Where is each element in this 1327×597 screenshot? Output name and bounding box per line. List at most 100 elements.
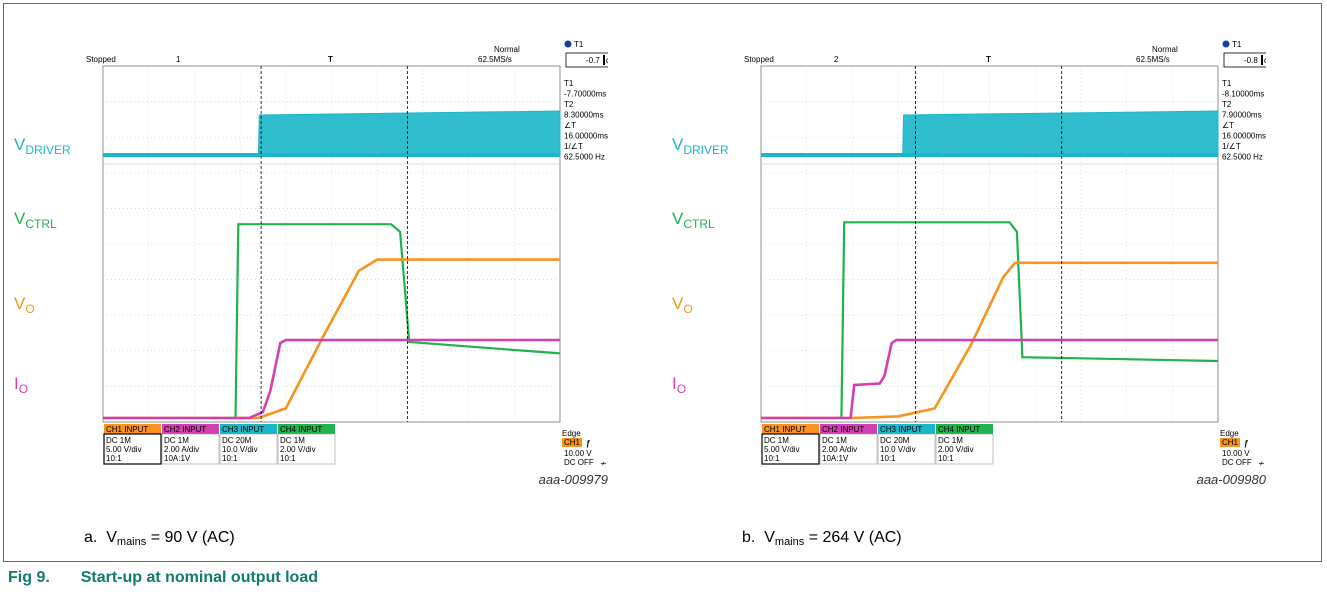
cursor-readout: T2 xyxy=(1222,100,1232,109)
trigger-marker: T xyxy=(328,55,333,64)
cursor-box xyxy=(565,52,608,68)
channel-header-bg xyxy=(878,424,935,434)
caption-a-var: V xyxy=(106,529,117,546)
trigger-source: CH1 xyxy=(564,438,581,447)
channel-line: DC 1M xyxy=(280,436,305,445)
channel-name: CH3 INPUT xyxy=(880,425,922,434)
channel-line: 10:1 xyxy=(280,454,296,463)
status-text: Stopped xyxy=(86,55,116,64)
cursor-readout: T2 xyxy=(564,100,574,109)
cursor-box xyxy=(1223,52,1266,68)
figure-caption: Fig 9. Start-up at nominal output load xyxy=(8,569,318,587)
cursor-readout: 8.30000ms xyxy=(564,111,604,120)
channel-line: DC 1M xyxy=(822,436,847,445)
trigger-marker: T xyxy=(986,55,991,64)
cursor-readout: 1/∠T xyxy=(1222,142,1241,151)
caption-a: a. Vmains = 90 V (AC) xyxy=(84,529,235,548)
channel-header-bg xyxy=(936,424,993,434)
cursor-dot-icon xyxy=(1222,40,1230,48)
acq-number: 2 xyxy=(834,55,839,64)
channel-line: DC 20M xyxy=(880,436,910,445)
cursor-readout: 1/∠T xyxy=(564,142,583,151)
channel-line: 10:1 xyxy=(106,454,122,463)
cursor-readout: 62.5000 Hz xyxy=(1222,153,1263,162)
cursor-caret xyxy=(603,55,605,65)
signal-label-driver: VDRIVER xyxy=(14,135,71,157)
caption-a-rest: = 90 V (AC) xyxy=(150,529,235,546)
channel-body xyxy=(219,433,278,465)
trigger-coupling: DC OFF xyxy=(1222,458,1252,467)
channel-line: 10:1 xyxy=(764,454,780,463)
channel-line: 10:1 xyxy=(222,454,238,463)
channel-line: 10.0 V/div xyxy=(222,445,258,454)
trigger-level: 10.00 V xyxy=(1222,449,1250,458)
channel-body xyxy=(103,433,162,465)
channel-line: 2.00 V/div xyxy=(280,445,316,454)
cursor-readout: -8.10000ms xyxy=(1222,90,1264,99)
channel-name: CH1 INPUT xyxy=(764,425,806,434)
figure-frame: Stopped1TMain : 6.25 MNormal62.5MS/s10ms… xyxy=(3,3,1322,562)
channel-line: 5.00 V/div xyxy=(106,445,142,454)
cursor-value: -0.8 xyxy=(1244,56,1258,65)
sample-rate: 62.5MS/s xyxy=(478,55,512,64)
channel-line: 2.00 A/div xyxy=(822,445,857,454)
caption-a-sub: mains xyxy=(116,536,147,548)
trigger-type: Edge xyxy=(562,429,581,438)
channel-line: DC 20M xyxy=(222,436,252,445)
figure-id: aaa-009979 xyxy=(539,472,608,487)
channel-name: CH4 INPUT xyxy=(938,425,980,434)
channel-name: CH2 INPUT xyxy=(164,425,206,434)
signal-label-ctrl: VCTRL xyxy=(14,209,57,231)
series-io xyxy=(761,338,1218,420)
signal-label-driver: VDRIVER xyxy=(672,135,729,157)
scope-chart-b: Stopped2TMain : 6.25 MNormal62.5MS/s10ms… xyxy=(672,40,1266,487)
caption-b-prefix: b. xyxy=(742,529,756,546)
channel-name: CH3 INPUT xyxy=(222,425,264,434)
channel-header-bg xyxy=(820,424,877,434)
channel-body xyxy=(277,433,336,465)
channel-body xyxy=(819,433,878,465)
channel-header-bg xyxy=(162,424,219,434)
status-text: Stopped xyxy=(744,55,774,64)
cursor-readout: -7.70000ms xyxy=(564,90,606,99)
channel-line: 2.00 V/div xyxy=(938,445,974,454)
trigger-source-bg xyxy=(1220,438,1240,447)
ac-coupling-icon: ≁ xyxy=(1258,459,1265,468)
acq-number: 1 xyxy=(176,55,181,64)
series-vo xyxy=(761,261,1218,420)
figure-title: Start-up at nominal output load xyxy=(80,569,318,586)
channel-line: DC 1M xyxy=(764,436,789,445)
channel-line: DC 1M xyxy=(106,436,131,445)
caption-a-prefix: a. xyxy=(84,529,98,546)
cursor-unit: div xyxy=(606,56,608,65)
channel-body xyxy=(161,433,220,465)
cursor-readout: T1 xyxy=(564,79,574,88)
channel-name: CH4 INPUT xyxy=(280,425,322,434)
trigger-type: Edge xyxy=(1220,429,1239,438)
figure-number: Fig 9. xyxy=(8,569,50,586)
caption-b-sub: mains xyxy=(774,536,805,548)
cursor-label: T1 xyxy=(574,40,584,49)
channel-name: CH1 INPUT xyxy=(106,425,148,434)
channel-header-bg xyxy=(278,424,335,434)
trigger-coupling: DC OFF xyxy=(564,458,594,467)
channel-body xyxy=(877,433,936,465)
cursor-readout: 16.00000ms xyxy=(564,132,608,141)
signal-label-io: IO xyxy=(14,374,28,396)
cursor-value: -0.7 xyxy=(586,56,600,65)
scope-panel-b: Stopped2TMain : 6.25 MNormal62.5MS/s10ms… xyxy=(666,4,1266,524)
channel-name: CH2 INPUT xyxy=(822,425,864,434)
cursor-label: T1 xyxy=(1232,40,1242,49)
cursor-unit: div xyxy=(1264,56,1266,65)
channel-line: DC 1M xyxy=(938,436,963,445)
cursor-readout: 62.5000 Hz xyxy=(564,153,605,162)
channel-line: 10A:1V xyxy=(164,454,191,463)
channel-line: DC 1M xyxy=(164,436,189,445)
trigger-edge-icon: ƒ xyxy=(1244,439,1249,448)
signal-label-io: IO xyxy=(672,374,686,396)
cursor-readout: 16.00000ms xyxy=(1222,132,1266,141)
cursor-readout: ∠T xyxy=(1222,121,1234,130)
ac-coupling-icon: ≁ xyxy=(600,459,607,468)
channel-line: 10:1 xyxy=(938,454,954,463)
channel-line: 10.0 V/div xyxy=(880,445,916,454)
